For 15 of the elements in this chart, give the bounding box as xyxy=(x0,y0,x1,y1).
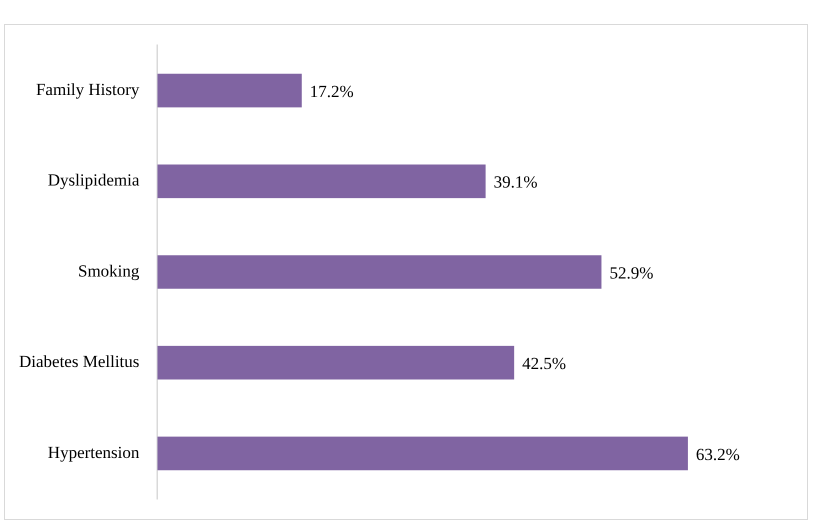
y-tick-label: Diabetes Mellitus xyxy=(18,352,140,372)
bar xyxy=(157,346,514,380)
data-label: 42.5% xyxy=(522,354,566,374)
data-label: 52.9% xyxy=(609,263,654,282)
bar xyxy=(157,74,302,108)
y-tick-label: Hypertension xyxy=(48,442,140,462)
bar xyxy=(157,436,688,470)
bar xyxy=(157,255,602,289)
bar xyxy=(157,164,486,198)
data-label: 63.2% xyxy=(696,444,740,464)
y-tick-label: Family History xyxy=(36,80,140,100)
data-label: 39.1% xyxy=(494,172,538,192)
y-tick-label: Smoking xyxy=(78,261,140,280)
data-label: 17.2% xyxy=(310,82,354,102)
y-tick-label: Dyslipidemia xyxy=(48,170,140,190)
